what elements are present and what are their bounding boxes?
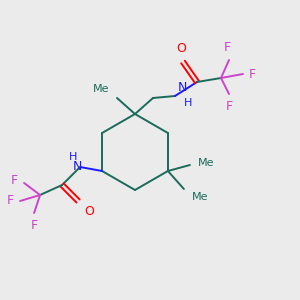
- Text: F: F: [31, 219, 38, 232]
- Text: N: N: [178, 81, 188, 94]
- Text: Me: Me: [92, 84, 109, 94]
- Text: F: F: [249, 68, 256, 80]
- Text: O: O: [176, 42, 186, 55]
- Text: F: F: [7, 194, 14, 208]
- Text: Me: Me: [192, 192, 208, 202]
- Text: H: H: [184, 98, 192, 108]
- Text: F: F: [11, 173, 18, 187]
- Text: N: N: [73, 160, 82, 173]
- Text: Me: Me: [198, 158, 214, 168]
- Text: O: O: [84, 205, 94, 218]
- Text: F: F: [225, 100, 233, 113]
- Text: F: F: [224, 41, 231, 54]
- Text: H: H: [69, 152, 77, 162]
